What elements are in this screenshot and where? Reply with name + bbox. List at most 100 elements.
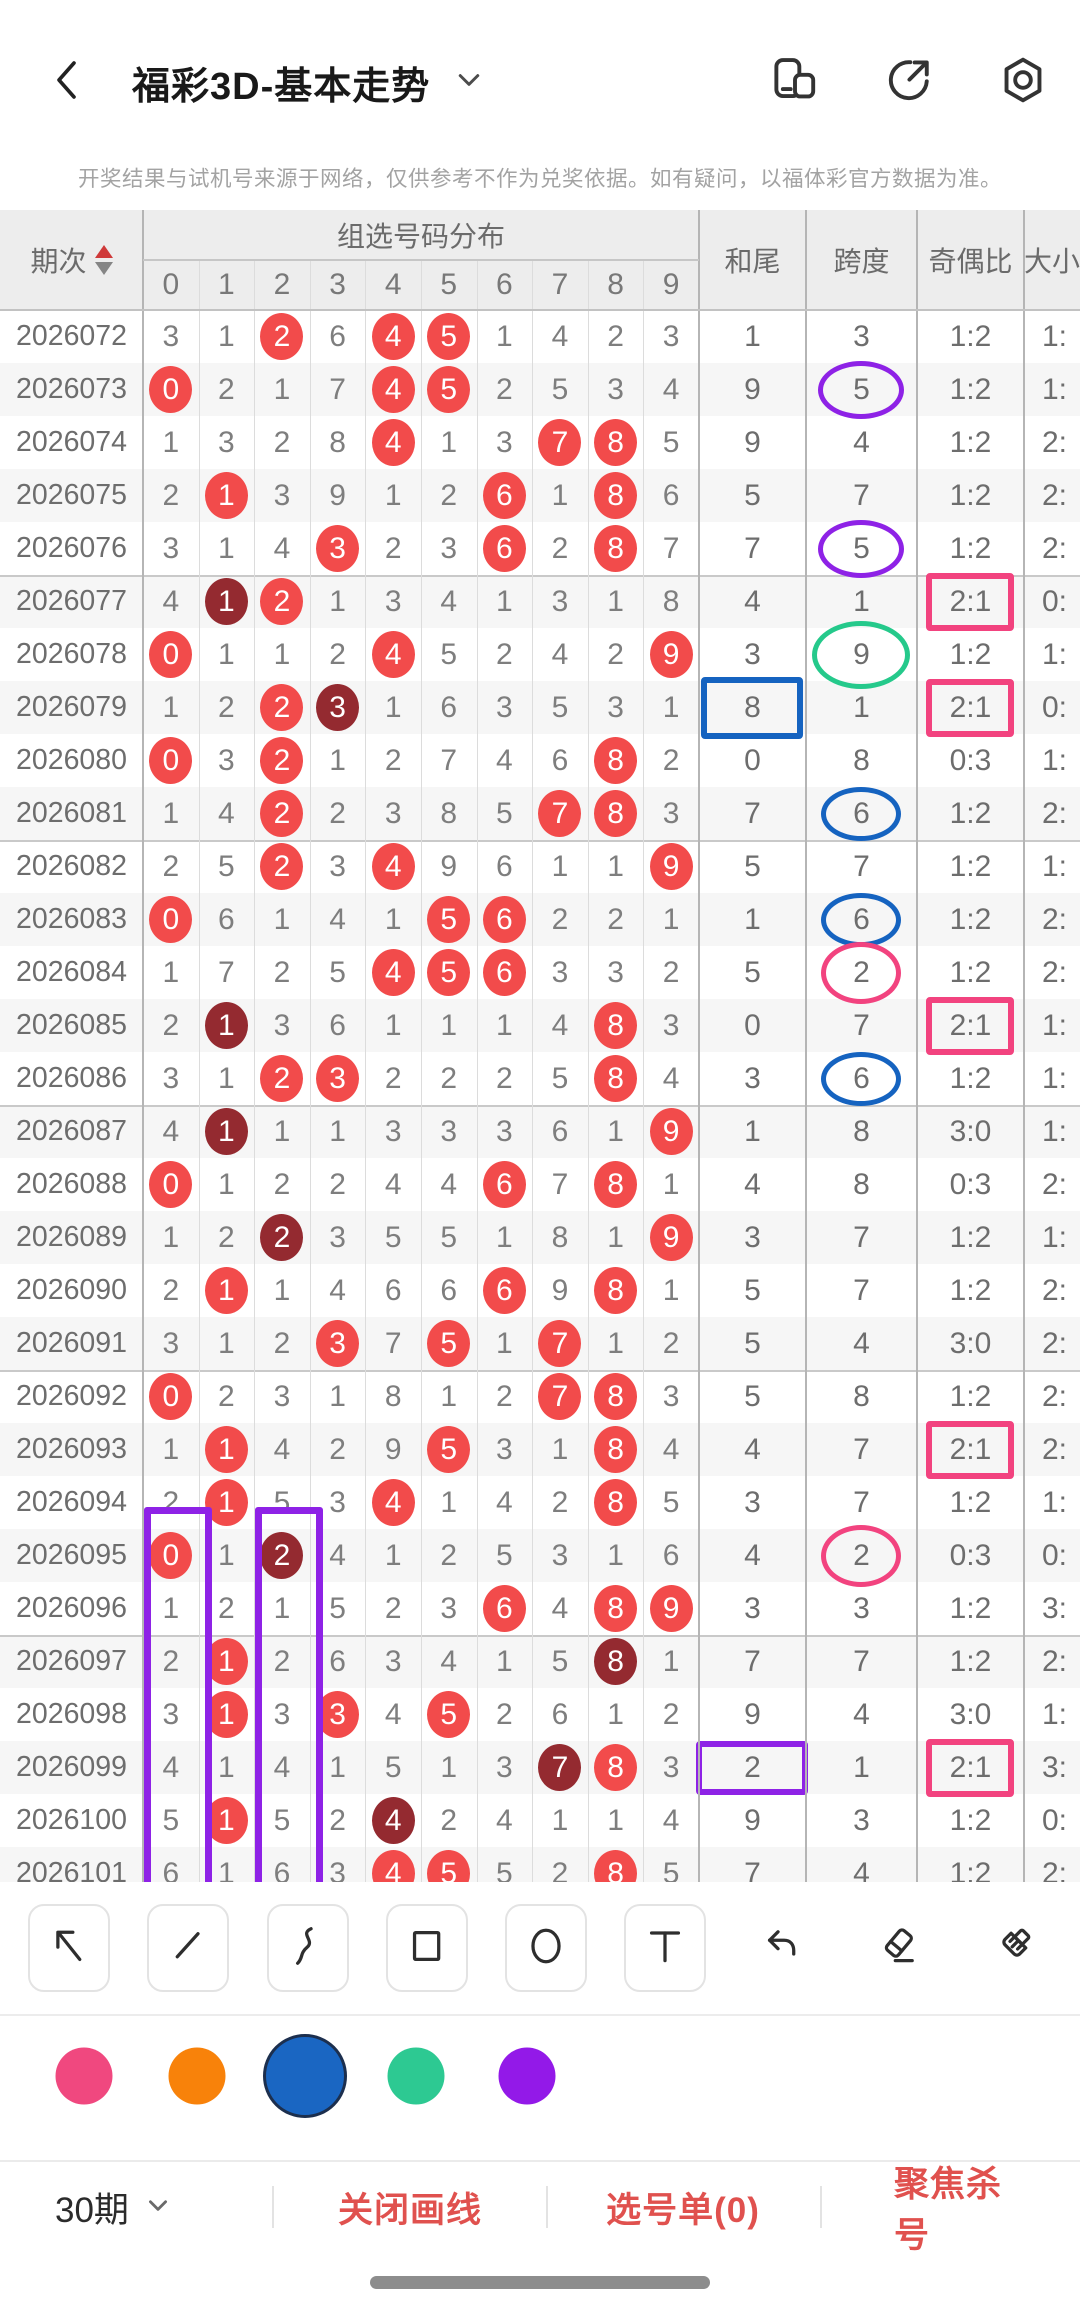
digit-cell: 2 [162, 849, 180, 883]
bottom-bar-separator [546, 2186, 548, 2228]
digit-cell: 3 [310, 1317, 366, 1370]
digit-cell: 4 [496, 1803, 513, 1837]
period-cell: 2026074 [16, 426, 127, 458]
hewei-cell: 3 [744, 1591, 761, 1625]
hewei-cell: 9 [744, 1803, 761, 1837]
hot-number-circle: 3 [316, 1691, 360, 1738]
digit-cell: 7 [532, 1370, 588, 1423]
digit-cell: 8 [588, 1264, 644, 1317]
digit-cell: 3 [551, 1538, 569, 1572]
digit-cell: 1 [273, 637, 291, 671]
hot-number-circle: 2 [260, 737, 304, 784]
undo-tool-button[interactable] [743, 1906, 822, 1990]
daxiao-cell: 2: [1041, 1167, 1067, 1201]
settings-icon [997, 54, 1049, 111]
digit-cell: 9 [329, 478, 346, 512]
digit-cell: 3 [496, 1432, 513, 1466]
brush-tool-icon [990, 1923, 1036, 1974]
curve-tool-button[interactable] [266, 1904, 349, 1992]
period-cell: 2026091 [16, 1327, 127, 1359]
digit-cell: 1 [551, 1432, 569, 1466]
digit-cell: 6 [477, 1582, 533, 1635]
palette-dot-purple[interactable] [498, 2047, 556, 2105]
eraser-tool-button[interactable] [858, 1906, 937, 1990]
hewei-cell: 5 [744, 1273, 761, 1307]
period-cell: 2026080 [16, 744, 127, 776]
digit-cell: 9 [440, 849, 458, 883]
bottom-bar-divider [0, 2160, 1080, 2162]
digit-cell: 5 [496, 1856, 513, 1883]
palette-dot-green[interactable] [387, 2047, 445, 2105]
focus-kill-button[interactable]: 聚焦杀号 [894, 2165, 1003, 2255]
digit-cell: 1 [496, 319, 513, 353]
digit-cell: 1 [440, 425, 458, 459]
period-count-selector[interactable]: 30期 [55, 2162, 171, 2252]
close-drawing-button[interactable]: 关闭画线 [337, 2190, 483, 2230]
digit-cell: 5 [421, 1317, 477, 1370]
hot-number-circle: 5 [427, 1426, 471, 1473]
digit-cell: 6 [477, 893, 533, 946]
period-cell: 2026076 [16, 532, 127, 564]
circle-tool-button[interactable] [505, 1904, 587, 1992]
hot-number-circle: 0 [149, 631, 193, 678]
text-tool-button[interactable] [624, 1904, 707, 1992]
period-cell: 2026086 [16, 1062, 127, 1094]
digit-cell: 2 [273, 955, 291, 989]
cold-number-circle: 2 [260, 1214, 304, 1261]
compare-charts-button[interactable] [768, 55, 822, 109]
disclaimer-text: 开奖结果与试机号来源于网络，仅供参考不作为兑奖依据。如有疑问，以福体彩官方数据为… [77, 167, 1002, 191]
digit-cell: 2 [162, 1644, 180, 1678]
palette-dot-blue[interactable] [263, 2034, 347, 2118]
eraser-tool-icon [875, 1923, 921, 1974]
back-chevron-icon [50, 58, 84, 107]
hewei-cell: 5 [744, 955, 761, 989]
settings-button[interactable] [996, 55, 1050, 109]
jiou-cell: 2:1 [917, 572, 1024, 631]
hewei-cell: 4 [744, 1538, 761, 1572]
selection-list-button[interactable]: 选号单(0) [606, 2190, 760, 2230]
hewei-cell: 4 [744, 1432, 761, 1466]
hewei-cell: 1 [744, 319, 761, 353]
rect-tool-button[interactable] [385, 1904, 468, 1992]
arrow-tool-icon [46, 1923, 92, 1974]
cold-number-circle: 2 [260, 1532, 304, 1579]
digit-cell: 8 [384, 1379, 402, 1413]
digit-cell: 1 [218, 1061, 235, 1095]
column-header-digit: 0 [162, 268, 180, 301]
column-header-digit: 7 [551, 268, 569, 301]
top-bar: 福彩3D-基本走势 [0, 36, 1080, 128]
title-dropdown[interactable] [454, 65, 484, 100]
arrow-tool-button[interactable] [28, 1904, 110, 1992]
palette-dot-pink[interactable] [55, 2047, 113, 2105]
hot-number-circle: 4 [371, 631, 415, 678]
digit-cell: 5 [384, 1750, 402, 1784]
digit-cell: 6 [551, 743, 569, 777]
period-cell: 2026079 [16, 691, 127, 723]
bottom-bar: 30期 关闭画线 选号单(0) 聚焦杀号 [0, 2162, 1080, 2255]
line-tool-button[interactable] [147, 1904, 230, 1992]
sort-icon [94, 245, 113, 275]
hot-number-circle: 5 [427, 366, 471, 413]
digit-cell: 1 [551, 478, 569, 512]
jiou-cell: 1:2 [949, 1856, 992, 1883]
digit-cell: 6 [440, 1273, 458, 1307]
hot-number-circle: 8 [594, 1585, 638, 1632]
brush-tool-button[interactable] [974, 1906, 1052, 1990]
digit-cell: 2 [440, 478, 458, 512]
daxiao-cell: 2: [1041, 425, 1067, 459]
period-cell: 2026100 [16, 1804, 127, 1836]
hot-number-circle: 8 [594, 790, 638, 837]
daxiao-cell: 0: [1041, 584, 1067, 618]
pen-ellipse-pink [821, 1524, 902, 1587]
digit-cell: 8 [588, 1476, 644, 1529]
daxiao-cell: 1: [1041, 1114, 1067, 1148]
jiou-cell: 1:2 [949, 849, 992, 883]
digit-cell: 1 [162, 425, 180, 459]
palette-dot-orange[interactable] [168, 2047, 226, 2105]
back-button[interactable] [50, 59, 90, 105]
column-header-period[interactable]: 期次 [0, 210, 143, 310]
table-row: 2026081 1 4 2 2 3 8 5 7 8 3 7 6 1:2 2: [0, 786, 1080, 841]
digit-cell: 2 [551, 1485, 569, 1519]
share-button[interactable] [882, 55, 936, 109]
